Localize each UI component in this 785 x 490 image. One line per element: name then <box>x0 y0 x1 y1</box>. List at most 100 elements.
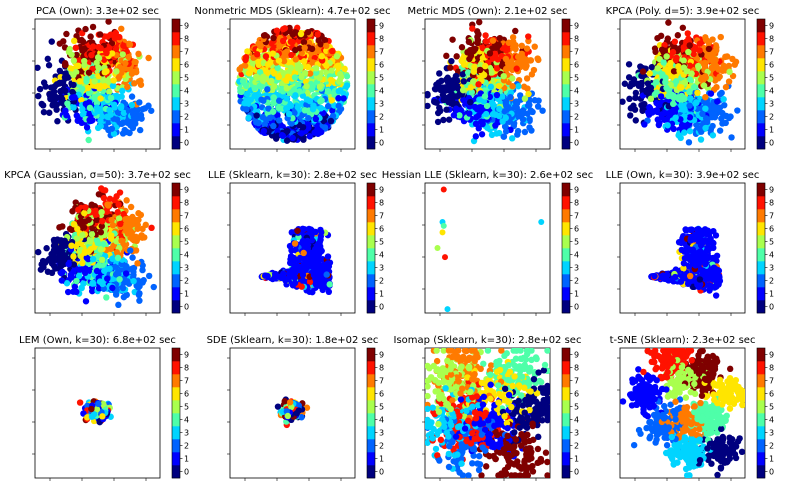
colorbar-tick-label: 7 <box>184 48 189 57</box>
data-point <box>734 107 741 114</box>
data-point <box>309 106 317 113</box>
data-point <box>716 73 723 80</box>
data-point <box>699 110 706 118</box>
colorbar-segment <box>172 123 180 137</box>
data-point <box>243 90 251 98</box>
data-point <box>58 277 65 284</box>
data-point <box>449 36 456 43</box>
data-point <box>284 73 292 81</box>
data-point <box>297 30 305 38</box>
data-point <box>325 288 333 296</box>
colorbar-tick-label: 5 <box>184 238 189 247</box>
data-point <box>70 220 78 228</box>
data-point <box>722 83 730 91</box>
data-point <box>80 280 87 287</box>
colorbar-tick-label: 5 <box>184 74 189 83</box>
subplot-title: PCA (Own): 3.3e+02 sec <box>36 6 159 17</box>
data-point <box>139 266 146 274</box>
data-point <box>304 63 312 71</box>
colorbar-segment <box>562 110 570 124</box>
data-point <box>470 68 478 75</box>
data-point <box>269 108 277 115</box>
subplot-title: KPCA (Gaussian, σ=50): 3.7e+02 sec <box>4 170 191 181</box>
data-point <box>105 88 113 95</box>
data-point <box>291 109 298 117</box>
data-point <box>434 109 442 117</box>
data-point <box>470 78 477 85</box>
data-point <box>93 216 100 224</box>
data-point <box>714 106 721 114</box>
data-point <box>285 69 292 76</box>
data-point <box>111 196 118 204</box>
data-point <box>59 223 66 230</box>
data-point <box>241 62 249 69</box>
data-point <box>713 83 720 91</box>
data-point <box>48 38 55 45</box>
data-point <box>719 109 726 117</box>
colorbar-segment <box>757 19 765 33</box>
colorbar-tick-label: 8 <box>769 35 774 44</box>
data-point <box>262 53 270 60</box>
data-point <box>135 291 143 299</box>
data-point <box>327 76 335 84</box>
data-point <box>113 249 121 256</box>
points <box>258 225 334 296</box>
colorbar-tick-label: 8 <box>184 35 189 44</box>
data-point <box>708 64 715 72</box>
data-point <box>524 102 532 109</box>
data-point <box>632 94 639 102</box>
data-point <box>681 79 689 86</box>
data-point <box>50 253 58 261</box>
data-point <box>112 271 120 278</box>
colorbar-segment <box>757 136 765 150</box>
data-point <box>292 29 299 36</box>
data-point <box>305 39 313 47</box>
data-point <box>137 77 144 84</box>
data-point <box>86 110 93 118</box>
data-point <box>73 51 80 59</box>
data-point <box>493 91 501 99</box>
data-point <box>96 278 104 285</box>
colorbar-tick-label: 2 <box>769 113 774 122</box>
data-point <box>136 99 143 106</box>
data-point <box>535 56 542 64</box>
data-point <box>275 57 283 64</box>
data-point <box>58 249 65 256</box>
data-point <box>111 35 119 42</box>
data-point <box>469 25 476 32</box>
data-point <box>73 112 80 119</box>
data-point <box>679 94 687 101</box>
data-point <box>79 47 86 54</box>
data-point <box>696 125 703 133</box>
data-point <box>652 79 660 86</box>
data-point <box>142 221 149 229</box>
data-point <box>63 280 71 287</box>
data-point <box>489 110 497 118</box>
data-point <box>127 222 134 229</box>
data-point <box>688 70 695 77</box>
data-point <box>306 133 314 140</box>
data-point <box>279 26 287 33</box>
data-point <box>260 97 267 104</box>
data-point <box>727 113 734 120</box>
data-point <box>83 124 91 131</box>
data-point <box>288 120 295 127</box>
data-point <box>112 263 120 270</box>
data-point <box>499 93 506 100</box>
data-point <box>117 220 124 228</box>
data-point <box>305 114 312 122</box>
colorbar-tick-label: 0 <box>184 139 189 148</box>
data-point <box>64 100 71 107</box>
data-point <box>242 54 250 61</box>
data-point <box>118 25 125 32</box>
data-point <box>316 83 323 91</box>
points <box>35 19 155 144</box>
data-point <box>701 59 709 67</box>
data-point <box>120 119 127 126</box>
data-point <box>256 69 264 76</box>
data-point <box>79 259 86 267</box>
data-point <box>35 92 42 100</box>
data-point <box>93 104 101 111</box>
data-point <box>135 50 142 58</box>
